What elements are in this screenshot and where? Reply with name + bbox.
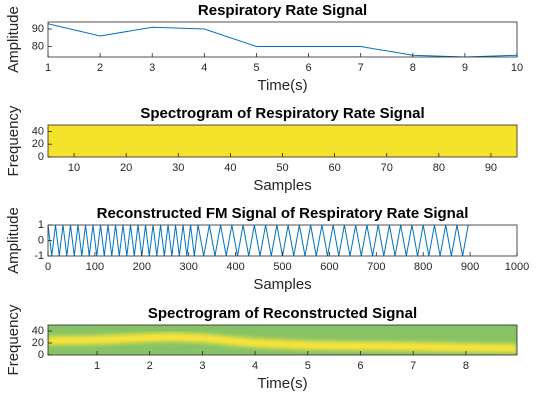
y-tick-label: 90 (32, 23, 44, 35)
y-tick-label: 20 (32, 138, 44, 150)
subplot: 0 100 200 300 400 500 600 700 800 900 1000-101Reco… (5, 205, 529, 293)
axes-box (47, 324, 518, 356)
x-tick-label: 600 (320, 261, 338, 273)
x-tick-label: 80 (433, 162, 445, 174)
y-axis-label: Amplitude (5, 207, 22, 274)
x-axis-label: Time(s) (257, 77, 307, 94)
subplot-title: Spectrogram of Respiratory Rate Signal (140, 105, 424, 122)
subplot-title: Spectrogram of Reconstructed Signal (148, 305, 417, 322)
signal-line (48, 225, 469, 256)
x-tick-label: 60 (328, 162, 340, 174)
x-tick-label: 5 (305, 360, 311, 372)
subplot-title: Respiratory Rate Signal (198, 2, 367, 19)
x-tick-label: 2 (97, 62, 103, 74)
y-tick-label: 0 (38, 151, 44, 163)
x-tick-label: 1 (45, 62, 51, 74)
x-tick-label: 6 (305, 62, 311, 74)
y-tick-label: 0 (38, 234, 44, 246)
plot-content (48, 23, 517, 57)
x-axis-label: Time(s) (257, 375, 307, 392)
x-tick-label: 1000 (505, 261, 529, 273)
heatmap (48, 125, 517, 157)
x-tick-label: 2 (147, 360, 153, 372)
x-tick-label: 4 (252, 360, 258, 372)
y-axis-label: Frequency (5, 304, 22, 375)
x-axis-label: Samples (253, 177, 311, 194)
signal-line (48, 23, 517, 57)
x-tick-label: 6 (357, 360, 363, 372)
plot-content (48, 225, 469, 256)
x-tick-label: 900 (461, 261, 479, 273)
x-tick-label: 50 (276, 162, 288, 174)
x-tick-label: 30 (172, 162, 184, 174)
axes-box (47, 21, 518, 58)
x-tick-label: 400 (226, 261, 244, 273)
plot-content (48, 325, 517, 355)
x-tick-label: 7 (410, 360, 416, 372)
x-axis-label: Samples (253, 276, 311, 293)
x-tick-label: 70 (381, 162, 393, 174)
x-tick-label: 9 (462, 62, 468, 74)
x-tick-label: 100 (86, 261, 104, 273)
x-tick-label: 7 (358, 62, 364, 74)
x-tick-label: 5 (253, 62, 259, 74)
subplot: 1 2 3 4 5 6 7 8 9 10 80 90 Respiratory Rate Signal Ti… (5, 2, 523, 94)
x-tick-label: 0 (45, 261, 51, 273)
spectrogram-ridge (48, 332, 517, 353)
y-tick-label: 80 (32, 40, 44, 52)
subplot-title: Reconstructed FM Signal of Respiratory R… (97, 205, 469, 222)
x-tick-label: 300 (180, 261, 198, 273)
x-tick-label: 8 (463, 360, 469, 372)
x-tick-label: 90 (485, 162, 497, 174)
x-tick-label: 4 (201, 62, 207, 74)
x-tick-label: 3 (149, 62, 155, 74)
x-tick-label: 200 (133, 261, 151, 273)
y-tick-label: 1 (38, 219, 44, 231)
x-tick-label: 10 (511, 62, 523, 74)
y-tick-label: -1 (34, 250, 44, 262)
y-axis-label: Frequency (5, 105, 22, 176)
x-tick-label: 40 (224, 162, 236, 174)
x-tick-label: 1 (94, 360, 100, 372)
y-tick-label: 40 (32, 325, 44, 337)
y-tick-label: 40 (32, 125, 44, 137)
x-tick-label: 20 (120, 162, 132, 174)
y-axis-label: Amplitude (5, 6, 22, 73)
plot-content (48, 125, 517, 157)
x-tick-label: 10 (68, 162, 80, 174)
y-tick-label: 0 (38, 349, 44, 361)
x-tick-label: 500 (273, 261, 291, 273)
x-tick-label: 700 (367, 261, 385, 273)
plot-area (48, 22, 517, 57)
x-tick-label: 8 (410, 62, 416, 74)
x-tick-label: 3 (199, 360, 205, 372)
x-tick-label: 800 (414, 261, 432, 273)
y-tick-label: 20 (32, 337, 44, 349)
